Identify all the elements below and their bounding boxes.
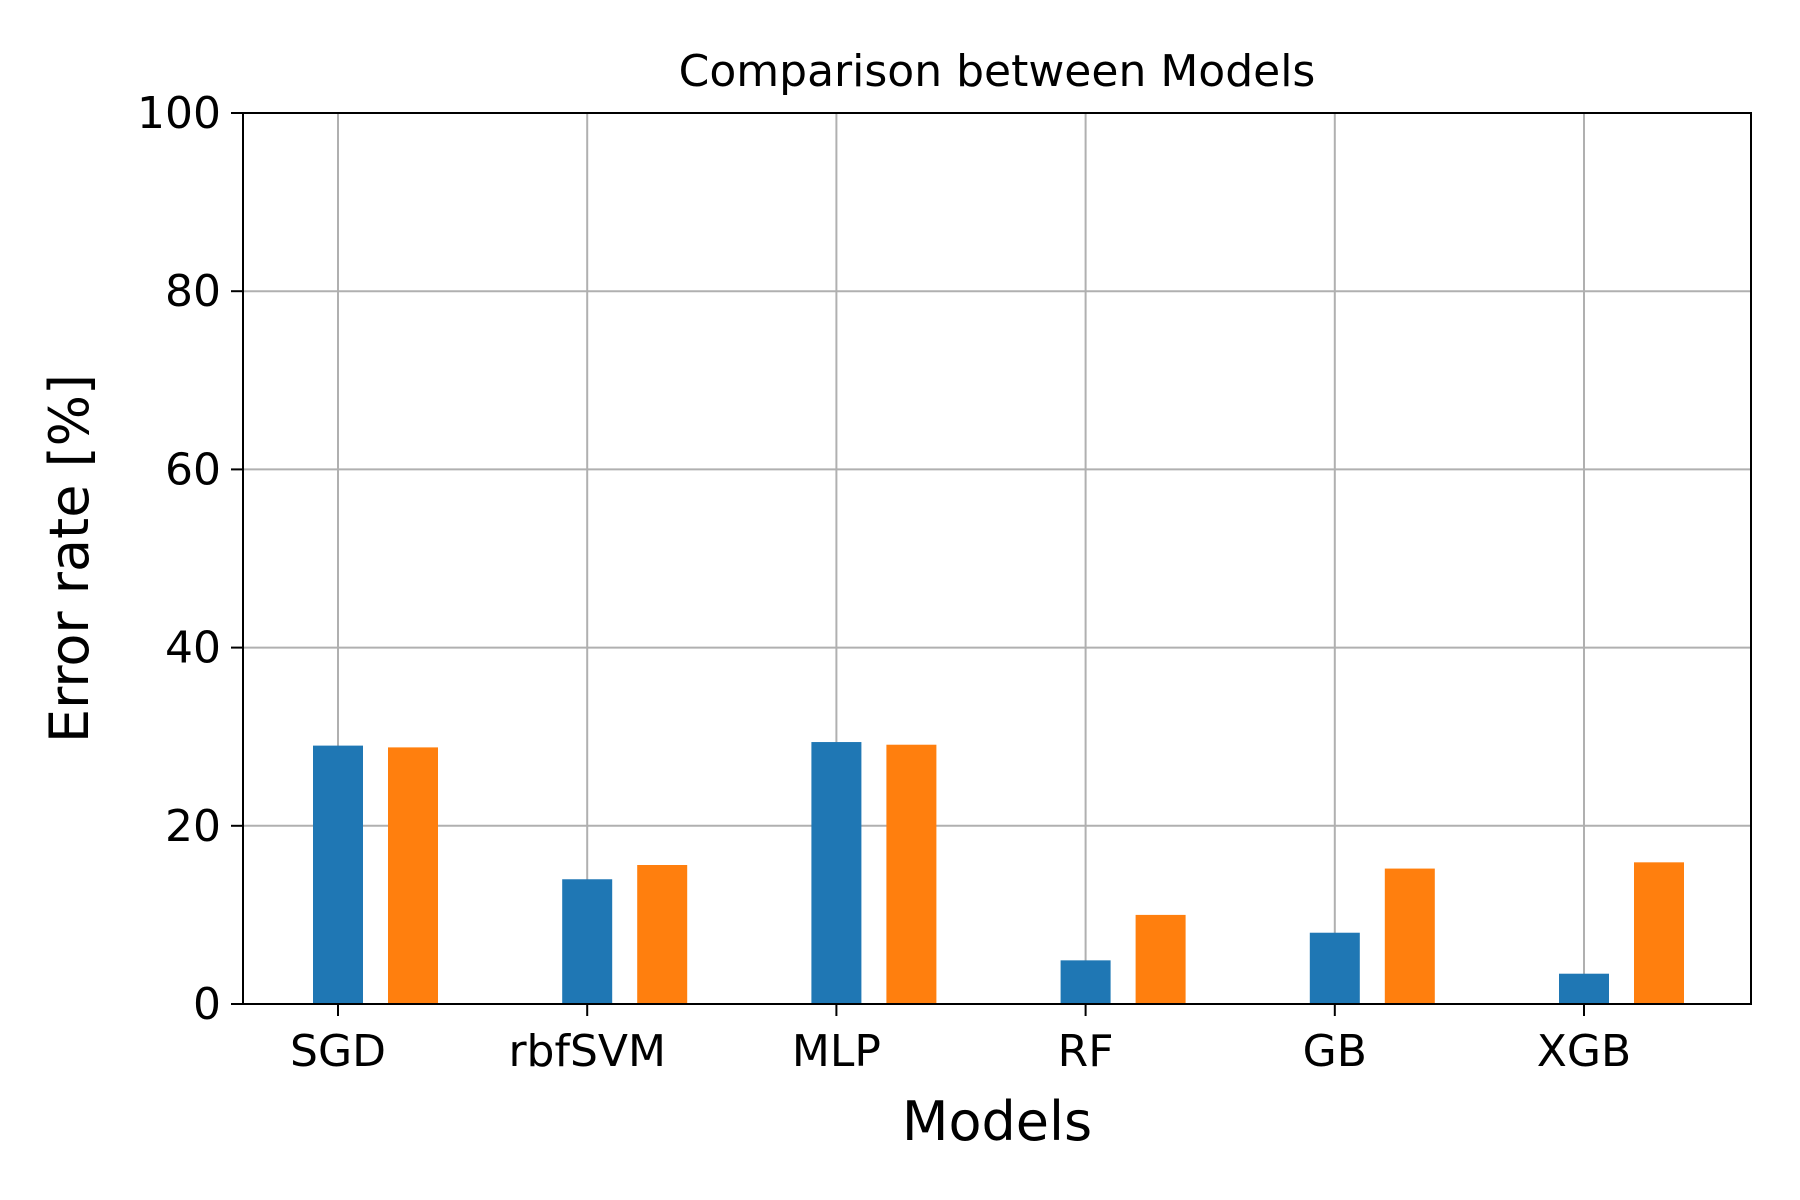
x-tick-label: rbfSVM: [508, 1026, 666, 1077]
bar-series-1: [562, 879, 613, 1004]
bar-series-2: [637, 865, 688, 1004]
y-tick-label: 40: [165, 623, 221, 674]
y-tick-label: 0: [193, 979, 221, 1030]
bar-series-2: [886, 744, 937, 1004]
bar-series-1: [313, 745, 363, 1004]
y-tick-label: 100: [137, 88, 221, 139]
y-tick-label: 60: [165, 444, 221, 495]
x-tick-label: MLP: [792, 1026, 881, 1077]
y-tick-label: 80: [165, 266, 221, 317]
chart-title: Comparison between Models: [679, 46, 1316, 97]
plot-frame: [242, 112, 1752, 1005]
labels-layer: 0 20 40 60 80 100 SGD rbfSVM MLP RF GB XGB: [137, 88, 1631, 1077]
bar-series-2: [388, 747, 438, 1004]
ticks-layer: [231, 112, 1585, 1016]
bar-series-1: [1060, 960, 1111, 1004]
bar-series-1: [1559, 973, 1609, 1004]
bar-series-2: [1135, 914, 1186, 1004]
x-tick-label: GB: [1303, 1026, 1367, 1077]
x-tick-label: SGD: [290, 1026, 386, 1077]
y-axis-title: Error rate [%]: [38, 374, 101, 743]
y-tick-label: 20: [165, 801, 221, 852]
x-axis-title: Models: [902, 1090, 1092, 1153]
x-tick-label: XGB: [1537, 1026, 1631, 1077]
bar-series-2: [1384, 868, 1435, 1004]
grid-layer: [243, 112, 1751, 1005]
bar-series-1: [811, 742, 862, 1004]
x-tick-label: RF: [1058, 1026, 1114, 1077]
bars-layer: [313, 742, 1684, 1004]
bar-series-2: [1634, 862, 1684, 1004]
bar-series-1: [1309, 932, 1360, 1004]
